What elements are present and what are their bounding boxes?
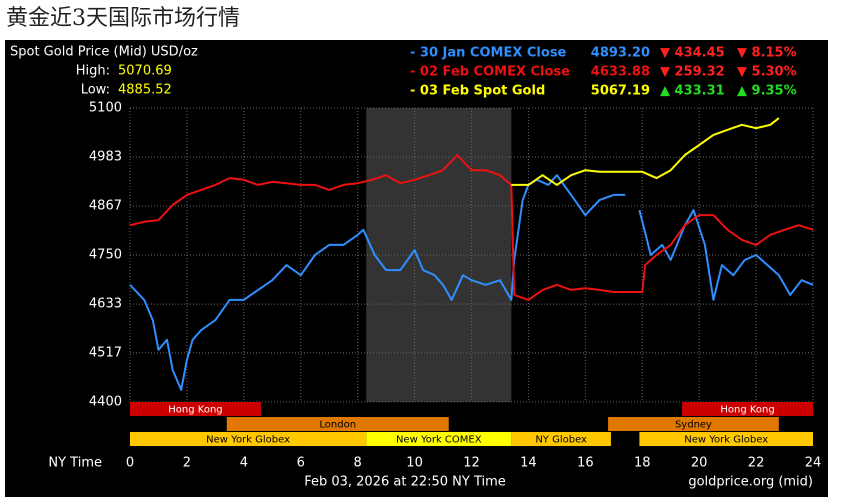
session-bar [226, 417, 449, 431]
session-bar [130, 402, 261, 416]
session-bar [682, 402, 813, 416]
session-label: Hong Kong [168, 405, 222, 416]
source: goldprice.org (mid) [688, 475, 813, 490]
y-tick-label: 4867 [89, 198, 122, 213]
y-tick-label: 5100 [89, 101, 122, 116]
y-tick-label: 4400 [89, 395, 122, 410]
x-tick-label: 14 [520, 456, 537, 471]
legend-change-pct: ▼ 5.30% [737, 65, 797, 80]
x-tick-label: 8 [354, 456, 362, 471]
x-tick-label: 6 [297, 456, 305, 471]
legend-close: 5067.19 [591, 84, 650, 99]
footer: Feb 03, 2026 at 22:50 NY Time [304, 475, 506, 490]
x-tick-label: 18 [634, 456, 651, 471]
legend-name: - 02 Feb COMEX Close [410, 65, 570, 80]
x-tick-label: 22 [748, 456, 765, 471]
x-tick-label: 4 [240, 456, 248, 471]
legend-close: 4893.20 [591, 46, 650, 61]
x-tick-label: 20 [691, 456, 708, 471]
y-tick-label: 4633 [89, 297, 122, 312]
x-tick-label: 16 [577, 456, 594, 471]
high-label: High: [76, 64, 110, 79]
legend-change-pct: ▲ 9.35% [737, 84, 797, 99]
session-bar [511, 432, 611, 446]
legend-change: ▼ 434.45 [660, 46, 725, 61]
x-tick-label: 10 [406, 456, 423, 471]
legend-change: ▼ 259.32 [660, 65, 725, 80]
y-tick-label: 4517 [89, 345, 122, 360]
low-value: 4885.52 [118, 83, 172, 98]
session-bar [608, 417, 779, 431]
session-bar [366, 432, 512, 446]
x-tick-label: 2 [183, 456, 191, 471]
session-label: NY Globex [535, 435, 587, 446]
legend-close: 4633.88 [591, 65, 650, 80]
legend-name: - 30 Jan COMEX Close [410, 46, 567, 61]
session-label: Sydney [675, 420, 712, 431]
session-label: New York Globex [684, 435, 768, 446]
x-axis-label: NY Time [48, 456, 102, 471]
y-tick-label: 4983 [89, 150, 122, 165]
legend-change-pct: ▼ 8.15% [737, 46, 797, 61]
low-label: Low: [81, 83, 110, 98]
series-line [129, 154, 814, 301]
session-label: London [319, 420, 356, 431]
page-title: 黄金近3天国际市场行情 [6, 6, 240, 31]
legend-change: ▲ 433.31 [660, 84, 725, 99]
legend-name: - 03 Feb Spot Gold [410, 84, 545, 99]
session-label: New York COMEX [396, 435, 482, 446]
session-label: New York Globex [206, 435, 290, 446]
y-tick-label: 4750 [89, 248, 122, 263]
session-bar [639, 432, 813, 446]
x-tick-label: 12 [463, 456, 480, 471]
series-line [511, 117, 780, 186]
high-value: 5070.69 [118, 64, 172, 79]
shaded-session [366, 108, 512, 402]
session-label: Hong Kong [720, 405, 774, 416]
chart-title: Spot Gold Price (Mid) USD/oz [10, 45, 198, 60]
session-bar [130, 432, 367, 446]
x-tick-label: 24 [805, 456, 822, 471]
x-tick-label: 0 [126, 456, 134, 471]
